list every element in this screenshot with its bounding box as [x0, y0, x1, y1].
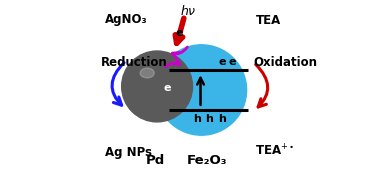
Text: $h\nu$: $h\nu$: [180, 4, 197, 18]
FancyArrowPatch shape: [256, 64, 268, 107]
Circle shape: [122, 51, 192, 122]
FancyArrowPatch shape: [172, 47, 187, 59]
Text: AgNO₃: AgNO₃: [105, 14, 147, 26]
FancyArrowPatch shape: [166, 58, 180, 67]
Text: e: e: [164, 83, 172, 93]
Text: Reduction: Reduction: [101, 56, 167, 69]
Text: Oxidation: Oxidation: [254, 56, 318, 69]
Text: Pd: Pd: [146, 154, 165, 167]
Text: Ag NPs: Ag NPs: [105, 146, 152, 159]
Text: TEA: TEA: [256, 14, 281, 27]
Text: e: e: [175, 28, 183, 38]
Text: TEA$^{+\bullet}$: TEA$^{+\bullet}$: [256, 143, 295, 159]
FancyArrowPatch shape: [112, 63, 124, 105]
Text: h: h: [193, 114, 201, 124]
Text: Fe₂O₃: Fe₂O₃: [186, 154, 227, 167]
Text: e: e: [218, 57, 226, 67]
Text: e: e: [229, 57, 236, 67]
Ellipse shape: [140, 68, 154, 78]
Text: h: h: [206, 114, 213, 124]
Circle shape: [156, 45, 246, 135]
Text: h: h: [218, 114, 226, 124]
